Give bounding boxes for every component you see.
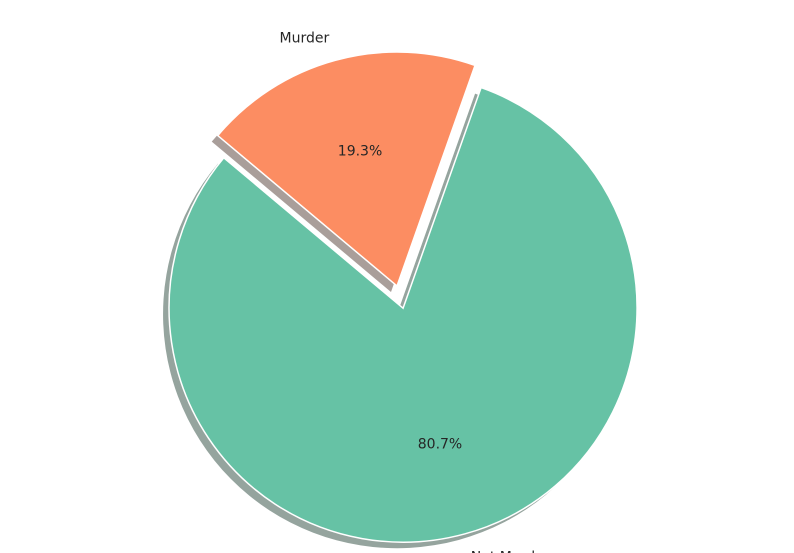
percent-label-not-murder: 80.7% [418, 437, 462, 453]
pie-slice-murder [216, 51, 476, 288]
category-label-not-murder: Not Murder [471, 550, 550, 553]
pie-slices [168, 51, 638, 543]
category-label-murder: Murder [280, 31, 330, 47]
pie-labels: Not Murder 80.7% Murder 19.3% [280, 31, 550, 553]
pie-slice-not-murder [168, 86, 638, 543]
percent-label-murder: 19.3% [338, 144, 382, 160]
